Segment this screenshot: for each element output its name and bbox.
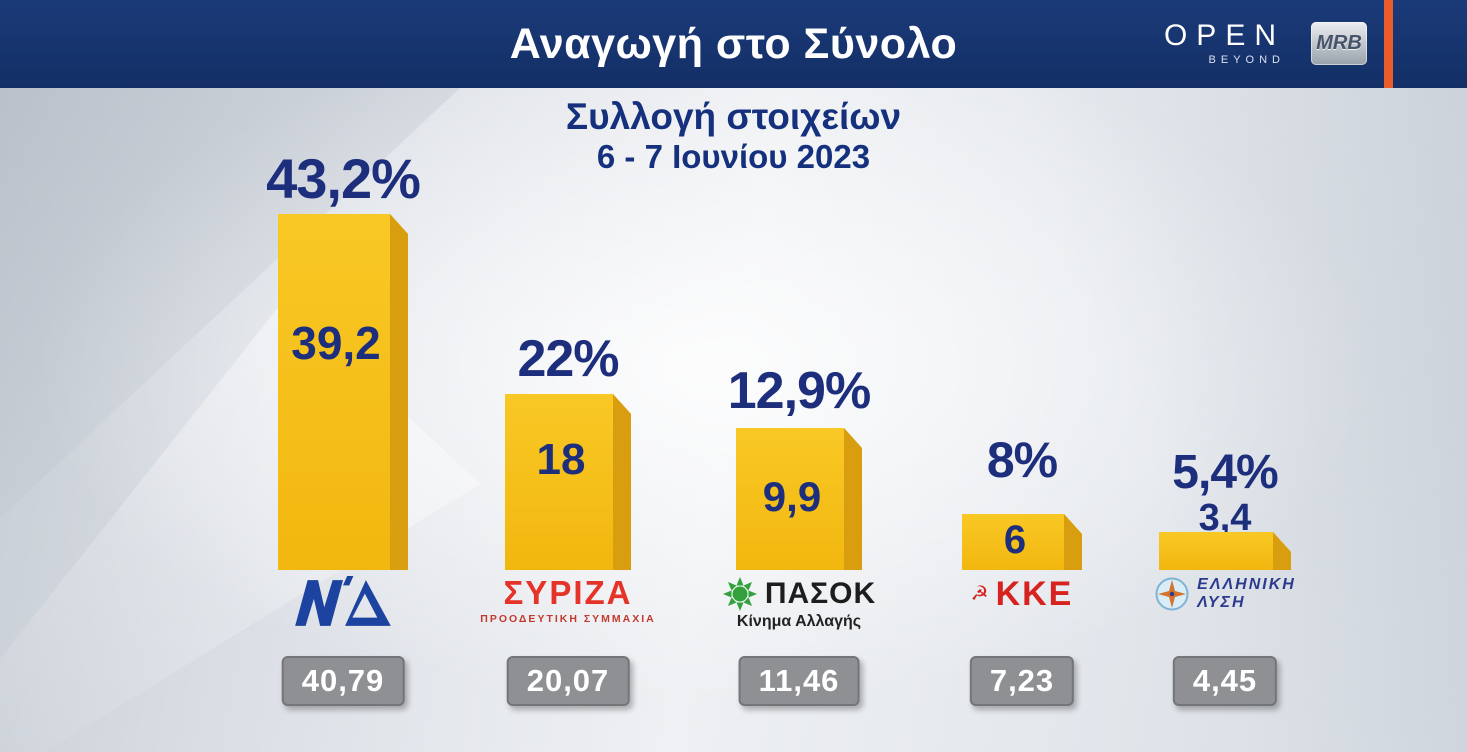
result-value: 40,79 — [301, 663, 385, 698]
mrb-logo: MRB — [1311, 22, 1367, 65]
result-value: 4,45 — [1192, 663, 1258, 698]
party-logo-elliniki: ΕΛΛΗΝΙΚΗ ΛΥΣΗ — [1095, 576, 1355, 612]
result-value: 11,46 — [758, 663, 840, 698]
bar-pasok — [736, 428, 862, 570]
bar-value-pasok: 9,9 — [762, 473, 822, 520]
bar-elliniki — [1159, 532, 1291, 570]
column-elliniki-lysi: 5,4% 3,4 ΕΛΛΗΝΙΚΗ ΛΥΣΗ 4,45 — [1115, 0, 1335, 752]
result-box-kke: 7,23 — [969, 656, 1075, 706]
column-pasok: 12,9% 9,9 — [689, 0, 909, 752]
bar-value-syriza: 18 — [536, 435, 586, 484]
pasok-logo-text: ΠΑΣΟΚ — [764, 577, 877, 610]
bar-value-elliniki: 3,4 — [1198, 497, 1252, 539]
hammer-sickle-icon: ☭ — [970, 583, 989, 605]
bar-value-nd: 39,2 — [291, 317, 381, 369]
kke-logo-text: ΚΚΕ — [995, 575, 1074, 613]
elliniki-logo-line1: ΕΛΛΗΝΙΚΗ — [1197, 576, 1296, 593]
pct-label-pasok: 12,9% — [727, 362, 871, 420]
pasok-sun-icon — [722, 577, 757, 611]
pct-label-elliniki: 5,4% — [1172, 446, 1278, 499]
elliniki-logo-line2: ΛΥΣΗ — [1197, 594, 1246, 611]
chart-subtitle: Συλλογή στοιχείων 6 - 7 Ιουνίου 2023 — [0, 96, 1467, 176]
bar-syriza — [505, 394, 631, 570]
pct-label-kke: 8% — [986, 432, 1058, 488]
header-bar: Αναγωγή στο Σύνολο OPEN BEYOND MRB — [0, 0, 1467, 88]
bar-nd — [278, 214, 408, 570]
bar-3d-side — [390, 214, 408, 570]
page-title: Αναγωγή στο Σύνολο — [509, 20, 958, 68]
accent-stripe — [1384, 0, 1393, 88]
bar-3d-side — [844, 428, 862, 570]
party-logo-syriza: ΣΥΡΙΖΑ ΠΡΟΟΔΕΥΤΙΚΗ ΣΥΜΜΑΧΙΑ — [438, 574, 698, 626]
mrb-logo-text: MRB — [1316, 32, 1362, 54]
result-value: 7,23 — [989, 663, 1055, 698]
party-logo-pasok: ΠΑΣΟΚ Κίνημα Αλλαγής — [669, 576, 929, 631]
result-box-elliniki: 4,45 — [1172, 656, 1278, 706]
open-beyond-label: BEYOND — [1208, 54, 1285, 66]
bar-3d-side — [613, 394, 631, 570]
column-syriza: 22% 18 ΣΥΡΙΖΑ ΠΡΟΟΔΕΥΤΙΚΗ ΣΥΜΜΑΧΙΑ 20,07 — [458, 0, 678, 752]
nd-logo-icon — [295, 576, 391, 626]
party-logo-nd — [213, 576, 473, 628]
background-facet — [947, 88, 1467, 752]
result-box-pasok: 11,46 — [738, 656, 860, 706]
result-box-nd: 40,79 — [281, 656, 405, 706]
column-kke: 8% 6 ☭ ΚΚΕ 7,23 — [912, 0, 1132, 752]
syriza-logo-subtext: ΠΡΟΟΔΕΥΤΙΚΗ ΣΥΜΜΑΧΙΑ — [480, 613, 656, 625]
result-box-syriza: 20,07 — [506, 656, 630, 706]
pasok-logo-subtext: Κίνημα Αλλαγής — [736, 613, 862, 630]
bar-value-kke: 6 — [1003, 518, 1027, 562]
syriza-logo-text: ΣΥΡΙΖΑ — [503, 574, 633, 611]
party-logo-kke: ☭ ΚΚΕ — [892, 576, 1152, 612]
pct-label-syriza: 22% — [517, 330, 619, 388]
result-value: 20,07 — [526, 663, 610, 698]
subtitle-line2: 6 - 7 Ιουνίου 2023 — [596, 138, 871, 175]
column-nd: 43,2% 39,2 40,79 — [233, 0, 453, 752]
open-logo-text: OPEN — [1163, 19, 1285, 52]
open-channel-logo: OPEN BEYOND — [1163, 19, 1285, 67]
subtitle-line1: Συλλογή στοιχείων — [565, 96, 902, 137]
compass-icon — [1155, 577, 1189, 611]
pct-label-nd: 43,2% — [266, 147, 421, 210]
